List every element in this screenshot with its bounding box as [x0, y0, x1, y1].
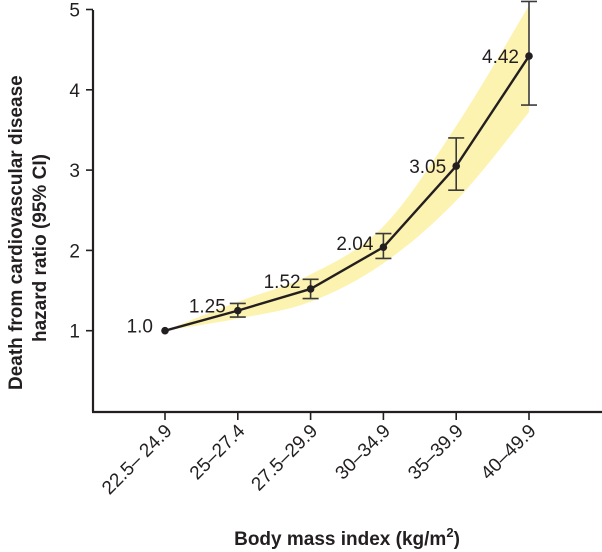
data-points — [161, 52, 533, 335]
y-tick-label: 1 — [69, 322, 80, 343]
data-point — [306, 285, 315, 293]
x-tick-label: 25–27.4 — [186, 420, 250, 484]
data-label: 1.25 — [189, 297, 226, 318]
y-axis-title-line1: Death from cardiovascular disease — [6, 75, 27, 390]
y-axis-title-line2: hazard ratio (95% CI) — [30, 154, 51, 342]
x-ticks: 22.5– 24.9 25–27.427.5–29.9 30–34.9 35–39.9… — [98, 412, 541, 499]
data-label: 1.0 — [127, 317, 153, 338]
y-ticks: 1 2 3 4 5 — [69, 1, 93, 343]
axes — [91, 10, 602, 414]
x-tick-label: 30–34.9 — [332, 421, 395, 484]
x-tick-label: 40–49.9 — [477, 421, 540, 484]
x-axis-title-main: Body mass index (kg/m — [234, 529, 446, 550]
x-axis-title: Body mass index (kg/m2) — [234, 525, 460, 550]
data-point — [379, 243, 388, 251]
y-tick-label: 2 — [69, 241, 80, 262]
series-line-layer — [164, 55, 531, 332]
data-point — [525, 52, 533, 60]
x-tick-label: 27.5–29.9 — [248, 421, 323, 496]
data-label: 1.52 — [264, 272, 301, 293]
data-label: 3.05 — [409, 157, 446, 178]
data-label: 4.42 — [482, 47, 519, 68]
x-axis-title-suffix: ) — [454, 529, 460, 550]
data-point — [452, 162, 461, 170]
data-labels: 1.0 1.25 1.52 2.04 3.05 4.42 — [127, 47, 519, 338]
series-line — [164, 55, 531, 332]
ci-band-layer — [165, 5, 529, 331]
y-tick-label: 4 — [69, 81, 80, 102]
data-label: 2.04 — [336, 234, 373, 255]
ci-band — [165, 5, 529, 331]
data-point — [234, 306, 242, 315]
y-tick-label: 3 — [69, 161, 80, 182]
y-tick-label: 5 — [69, 1, 80, 22]
data-point — [161, 326, 169, 335]
x-tick-label: 35–39.9 — [404, 421, 467, 484]
x-axis-title-sup: 2 — [446, 525, 453, 540]
x-tick-label: 22.5– 24.9 — [98, 421, 176, 499]
